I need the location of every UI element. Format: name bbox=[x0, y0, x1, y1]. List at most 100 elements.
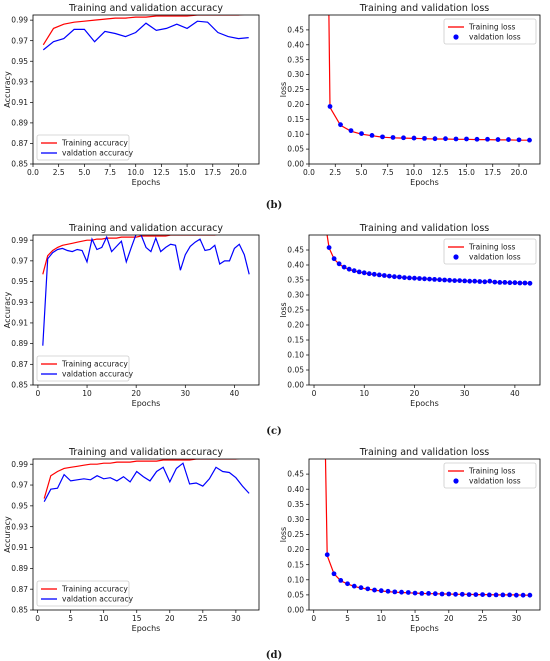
data-point bbox=[452, 278, 458, 283]
legend-dot-swatch bbox=[453, 254, 459, 260]
legend-dot-swatch bbox=[453, 478, 459, 484]
data-point bbox=[399, 589, 404, 595]
data-point bbox=[412, 275, 417, 281]
y-tick-label: 0.25 bbox=[287, 306, 304, 315]
y-tick-label: 0.45 bbox=[287, 26, 304, 35]
x-tick-label: 0 bbox=[312, 389, 317, 398]
data-point bbox=[439, 591, 445, 597]
data-point bbox=[341, 264, 347, 270]
data-point bbox=[385, 588, 391, 594]
y-tick-label: 0.10 bbox=[287, 351, 304, 360]
x-tick-label: 7.5 bbox=[382, 168, 394, 177]
legend-label: Training loss bbox=[468, 23, 516, 32]
data-point bbox=[453, 136, 459, 142]
y-tick-label: 0.93 bbox=[11, 522, 28, 531]
series-group bbox=[42, 235, 250, 346]
x-tick-label: 5.0 bbox=[78, 168, 90, 177]
x-tick-label: 10.0 bbox=[406, 168, 423, 177]
legend-label: Training loss bbox=[468, 467, 516, 476]
plot-frame bbox=[32, 14, 260, 165]
data-point bbox=[417, 276, 422, 281]
data-point bbox=[392, 589, 398, 595]
legend-label: valdation loss bbox=[469, 33, 521, 42]
series-group bbox=[42, 15, 249, 51]
data-point bbox=[517, 280, 523, 286]
x-tick-label: 30 bbox=[181, 389, 191, 398]
y-axis-label: loss bbox=[279, 302, 288, 317]
data-point bbox=[507, 280, 513, 286]
x-axis-label: Epochs bbox=[132, 178, 161, 187]
data-point bbox=[401, 135, 406, 141]
plot-frame bbox=[308, 14, 541, 165]
data-point bbox=[422, 276, 427, 282]
y-tick-label: 0.40 bbox=[287, 261, 304, 270]
legend-label: Training accuracy bbox=[61, 139, 128, 148]
x-axis-label: Epochs bbox=[132, 399, 161, 408]
x-tick-label: 10 bbox=[359, 389, 369, 398]
series-line-2 bbox=[42, 20, 249, 51]
data-point bbox=[336, 261, 342, 267]
data-point bbox=[327, 104, 333, 109]
legend-label: valdation accuracy bbox=[62, 149, 134, 158]
x-tick-label: 15.0 bbox=[458, 168, 475, 177]
x-tick-label: 0 bbox=[311, 614, 316, 623]
data-point bbox=[351, 583, 357, 589]
x-tick-label: 2.5 bbox=[329, 168, 341, 177]
chart-5: Training and validation accuracy 0 5 10 15 20… bbox=[3, 447, 260, 633]
y-tick-label: 0.05 bbox=[287, 591, 304, 600]
x-tick-label: 20 bbox=[444, 614, 454, 623]
data-point bbox=[361, 270, 367, 276]
x-tick-label: 5.0 bbox=[356, 168, 368, 177]
x-tick-label: 17.5 bbox=[204, 168, 221, 177]
data-point bbox=[405, 590, 411, 595]
x-tick-label: 25 bbox=[198, 614, 208, 623]
legend-box bbox=[36, 134, 130, 161]
y-tick-label: 0.35 bbox=[287, 276, 304, 285]
data-point bbox=[411, 135, 417, 141]
data-point bbox=[402, 275, 407, 280]
data-point bbox=[372, 587, 377, 593]
data-point bbox=[422, 135, 427, 141]
y-tick-label: 0.15 bbox=[287, 336, 304, 345]
x-tick-label: 10.0 bbox=[127, 168, 144, 177]
x-tick-label: 0 bbox=[35, 614, 40, 623]
y-tick-label: 0.99 bbox=[11, 16, 28, 25]
y-tick-label: 0.93 bbox=[11, 77, 28, 86]
data-point bbox=[396, 274, 402, 280]
chart-2: Training and validation loss 0.0 2.5 5.0 7.5… bbox=[279, 3, 541, 187]
data-point bbox=[386, 273, 392, 279]
y-tick-label: 0.00 bbox=[287, 381, 304, 390]
x-tick-label: 12.5 bbox=[432, 168, 449, 177]
y-tick-label: 0.89 bbox=[11, 339, 28, 348]
x-axis-label: Epochs bbox=[410, 624, 439, 633]
plot-frame bbox=[32, 234, 260, 386]
data-point bbox=[426, 590, 431, 596]
y-axis-label: Accuracy bbox=[3, 291, 12, 328]
data-point bbox=[522, 280, 528, 286]
y-tick-label: 0.95 bbox=[11, 57, 28, 66]
data-point bbox=[464, 136, 469, 142]
data-point bbox=[477, 279, 483, 284]
y-axis-label: loss bbox=[279, 527, 288, 542]
data-point bbox=[527, 280, 533, 286]
y-tick-label: 0.35 bbox=[287, 55, 304, 64]
series-line-1 bbox=[43, 459, 240, 499]
data-point bbox=[520, 592, 526, 598]
y-tick-label: 0.97 bbox=[11, 256, 28, 265]
data-point bbox=[506, 137, 511, 142]
data-point bbox=[324, 552, 330, 558]
data-point bbox=[527, 592, 533, 598]
data-point bbox=[432, 591, 438, 597]
x-tick-label: 7.5 bbox=[104, 168, 116, 177]
data-point bbox=[365, 586, 371, 592]
y-tick-label: 0.20 bbox=[287, 100, 304, 109]
chart-title: Training and validation accuracy bbox=[68, 447, 223, 458]
y-tick-label: 0.87 bbox=[11, 139, 28, 148]
data-point bbox=[331, 571, 337, 577]
y-tick-label: 0.95 bbox=[11, 501, 28, 510]
data-point bbox=[516, 137, 522, 143]
